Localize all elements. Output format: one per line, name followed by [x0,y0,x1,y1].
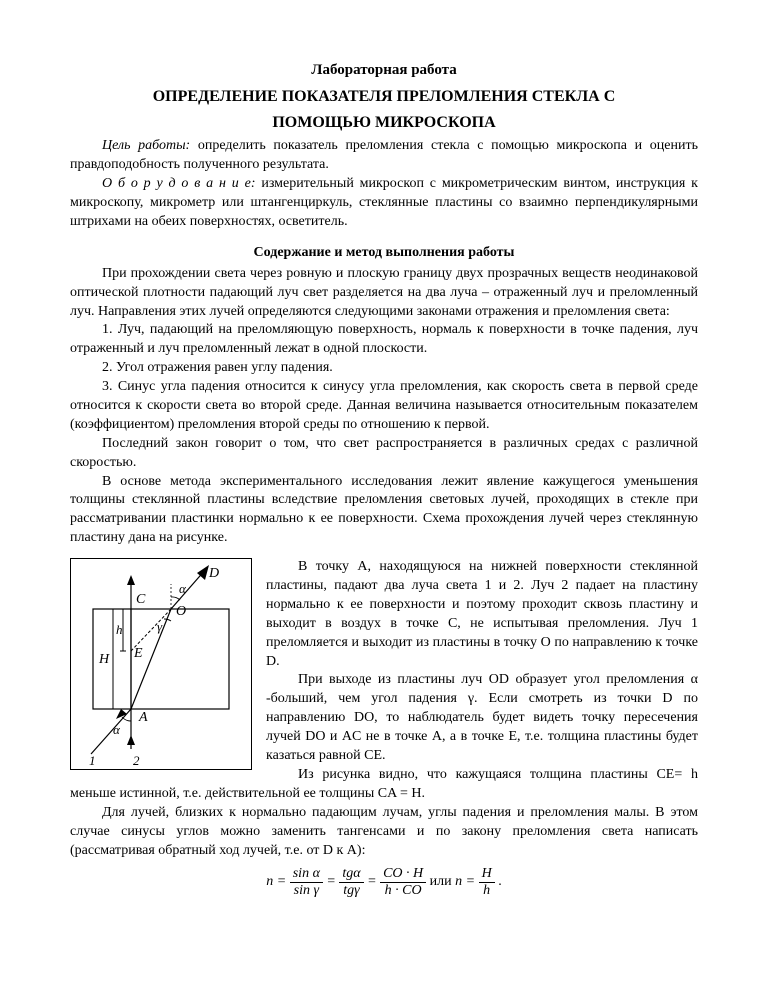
method-paragraph: В основе метода экспериментального иссле… [70,473,698,549]
formula-frac1: sin α sin γ [290,866,323,898]
formula-period: . [498,875,502,890]
heading-main-line1: ОПРЕДЕЛЕНИЕ ПОКАЗАТЕЛЯ ПРЕЛОМЛЕНИЯ СТЕКЛ… [70,86,698,108]
formula-eq2: = [367,875,380,890]
lastlaw-paragraph: Последний закон говорит о том, что свет … [70,435,698,473]
page: Лабораторная работа ОПРЕДЕЛЕНИЕ ПОКАЗАТЕ… [0,0,768,938]
intro-paragraph: При прохождении света через ровную и пло… [70,265,698,322]
refraction-diagram: C D O E A H h α γ α 1 2 [70,558,252,770]
goal-paragraph: Цель работы: определить показатель прело… [70,137,698,175]
diagram-label-alpha: α [179,581,187,596]
formula-frac3: CO · H h · CO [380,866,426,898]
formula-frac4: H h [479,866,495,898]
law3-paragraph: 3. Синус угла падения относится к синусу… [70,378,698,435]
goal-label: Цель работы: [102,138,190,153]
diagram-label-alpha2: α [113,722,121,737]
diagram-label-d: D [208,566,219,581]
small-angles-paragraph: Для лучей, близких к нормально падающим … [70,804,698,861]
formula-n-eq: n = [266,875,286,890]
equipment-paragraph: О б о р у д о в а н и е: измерительный м… [70,175,698,232]
diagram-label-h-big: H [98,652,110,667]
heading-main-line2: ПОМОЩЬЮ МИКРОСКОПА [70,112,698,134]
diagram-label-gamma: γ [157,619,163,634]
diagram-label-two: 2 [133,753,140,768]
formula-or: или [430,875,455,890]
diagram-label-e: E [133,646,143,661]
diagram-label-o: O [176,604,186,619]
formula-eq1: = [326,875,339,890]
law2-paragraph: 2. Угол отражения равен углу падения. [70,359,698,378]
equipment-label: О б о р у д о в а н и е: [102,176,256,191]
figure-section: C D O E A H h α γ α 1 2 В точку A, наход… [70,558,698,804]
diagram-label-h-small: h [116,622,123,637]
heading-lab: Лабораторная работа [70,60,698,80]
diagram-label-c: C [136,592,146,607]
law1-paragraph: 1. Луч, падающий на преломляющую поверхн… [70,321,698,359]
refraction-formula: n = sin α sin γ = tgα tgγ = CO · H h · C… [70,866,698,898]
diagram-label-a: A [138,710,148,725]
fig-para-3: Из рисунка видно, что кажущаяся толщина … [70,766,698,804]
formula-frac2: tgα tgγ [339,866,363,898]
section-heading: Содержание и метод выполнения работы [70,244,698,263]
diagram-label-one: 1 [89,753,96,768]
formula-n-eq-2: n = [455,875,475,890]
